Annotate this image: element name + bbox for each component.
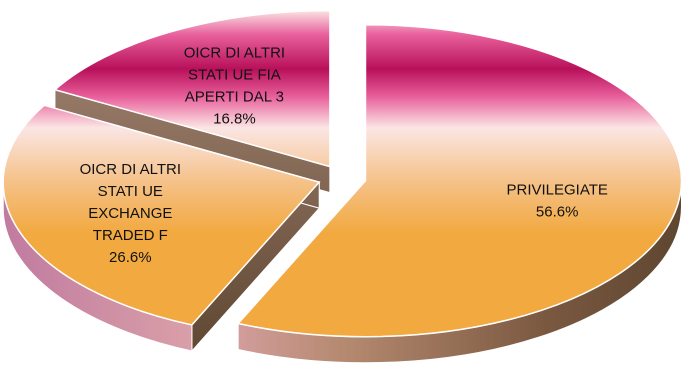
slice-2-label-line: STATI UE FIA xyxy=(188,67,281,84)
pie-slices xyxy=(2,9,683,364)
slice-1-label-line: TRADED F xyxy=(93,227,168,244)
pie-slice-0 xyxy=(236,23,683,364)
pie-slice-1 xyxy=(2,104,321,353)
slice-labels: PRIVILEGIATE 56.6% OICR DI ALTRI STATI UE EX… xyxy=(80,45,608,266)
slice-1-label-line: STATI UE xyxy=(98,183,163,200)
slice-2-label-line: OICR DI ALTRI xyxy=(184,45,285,62)
slice-1-value-label: 26.6% xyxy=(109,249,152,266)
slice-1-label-line: OICR DI ALTRI xyxy=(80,161,181,178)
slice-0-label-line: PRIVILEGIATE xyxy=(506,182,607,199)
slice-1-label-line: EXCHANGE xyxy=(88,205,172,222)
pie-slice-1-top xyxy=(2,104,321,326)
slice-0-value-label: 56.6% xyxy=(536,204,579,221)
pie-slice-2-top xyxy=(53,9,331,168)
slice-2-label-line: APERTI DAL 3 xyxy=(185,89,284,106)
pie-slice-0-top xyxy=(236,23,683,338)
slice-2-value-label: 16.8% xyxy=(213,111,256,128)
